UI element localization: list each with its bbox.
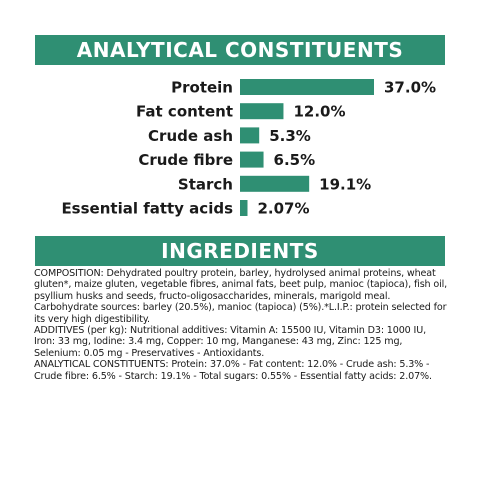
- ingredients-header: INGREDIENTS: [35, 236, 445, 266]
- analytical-constituents-header: ANALYTICAL CONSTITUENTS: [35, 35, 445, 65]
- bar: [240, 200, 248, 216]
- category-label: Protein: [171, 79, 233, 97]
- composition-paragraph: COMPOSITION: Dehydrated poultry protein,…: [34, 268, 448, 325]
- ingredients-text-block: COMPOSITION: Dehydrated poultry protein,…: [34, 268, 448, 382]
- value-label: 19.1%: [319, 175, 371, 193]
- bar: [240, 103, 284, 120]
- value-label: 6.5%: [274, 151, 316, 169]
- value-label: 37.0%: [384, 79, 436, 97]
- bar: [240, 175, 310, 192]
- analytical-constituents-bar-chart: Protein 37.0% Fat content 12.0% Crude ash 5.3…: [61, 79, 436, 218]
- category-label: Crude fibre: [138, 151, 233, 169]
- bar: [240, 127, 260, 144]
- bar: [240, 151, 264, 168]
- category-label: Crude ash: [148, 127, 233, 145]
- category-label: Essential fatty acids: [61, 200, 233, 218]
- value-label: 5.3%: [269, 127, 311, 145]
- value-label: 2.07%: [257, 200, 309, 218]
- category-label: Fat content: [136, 103, 233, 121]
- additives-paragraph: ADDITIVES (per kg): Nutritional additive…: [34, 325, 426, 359]
- category-label: Starch: [178, 175, 233, 193]
- value-label: 12.0%: [293, 103, 345, 121]
- bar: [240, 79, 374, 95]
- analytical-paragraph: ANALYTICAL CONSTITUENTS: Protein: 37.0% …: [34, 359, 432, 382]
